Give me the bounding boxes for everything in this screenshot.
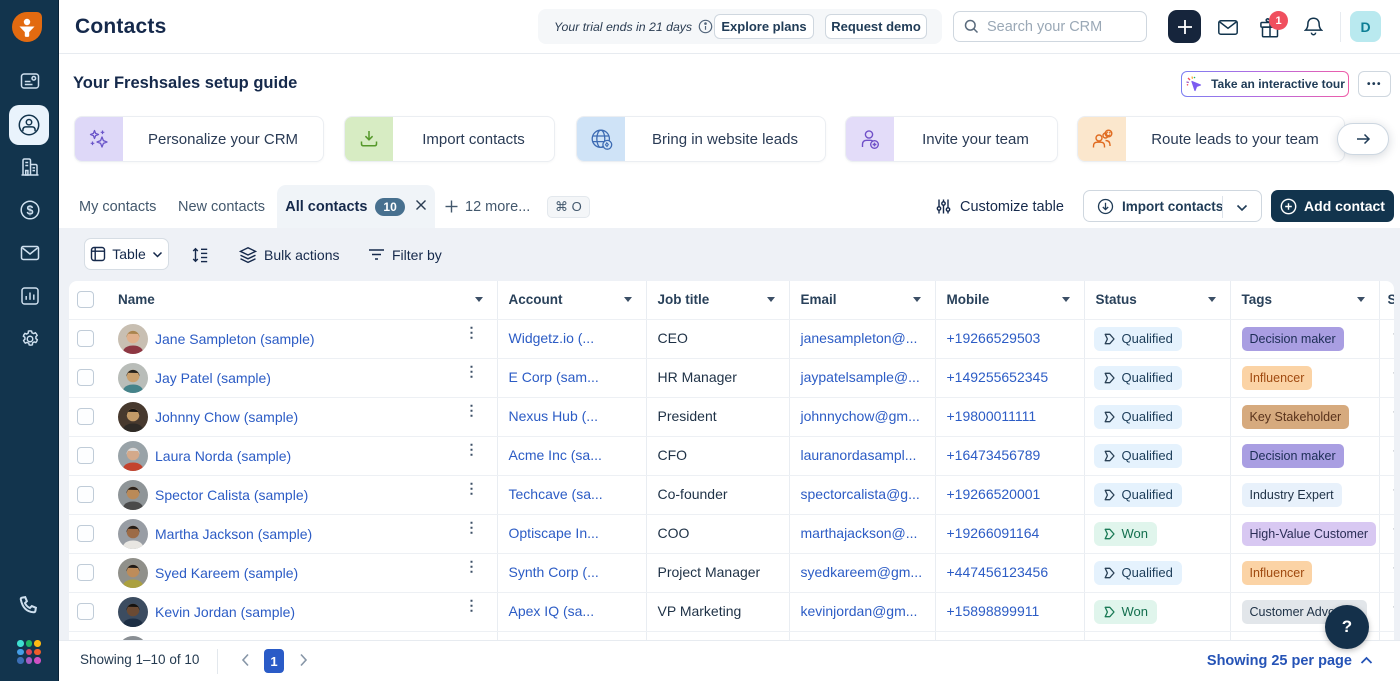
svg-text:$: $ <box>26 203 33 217</box>
